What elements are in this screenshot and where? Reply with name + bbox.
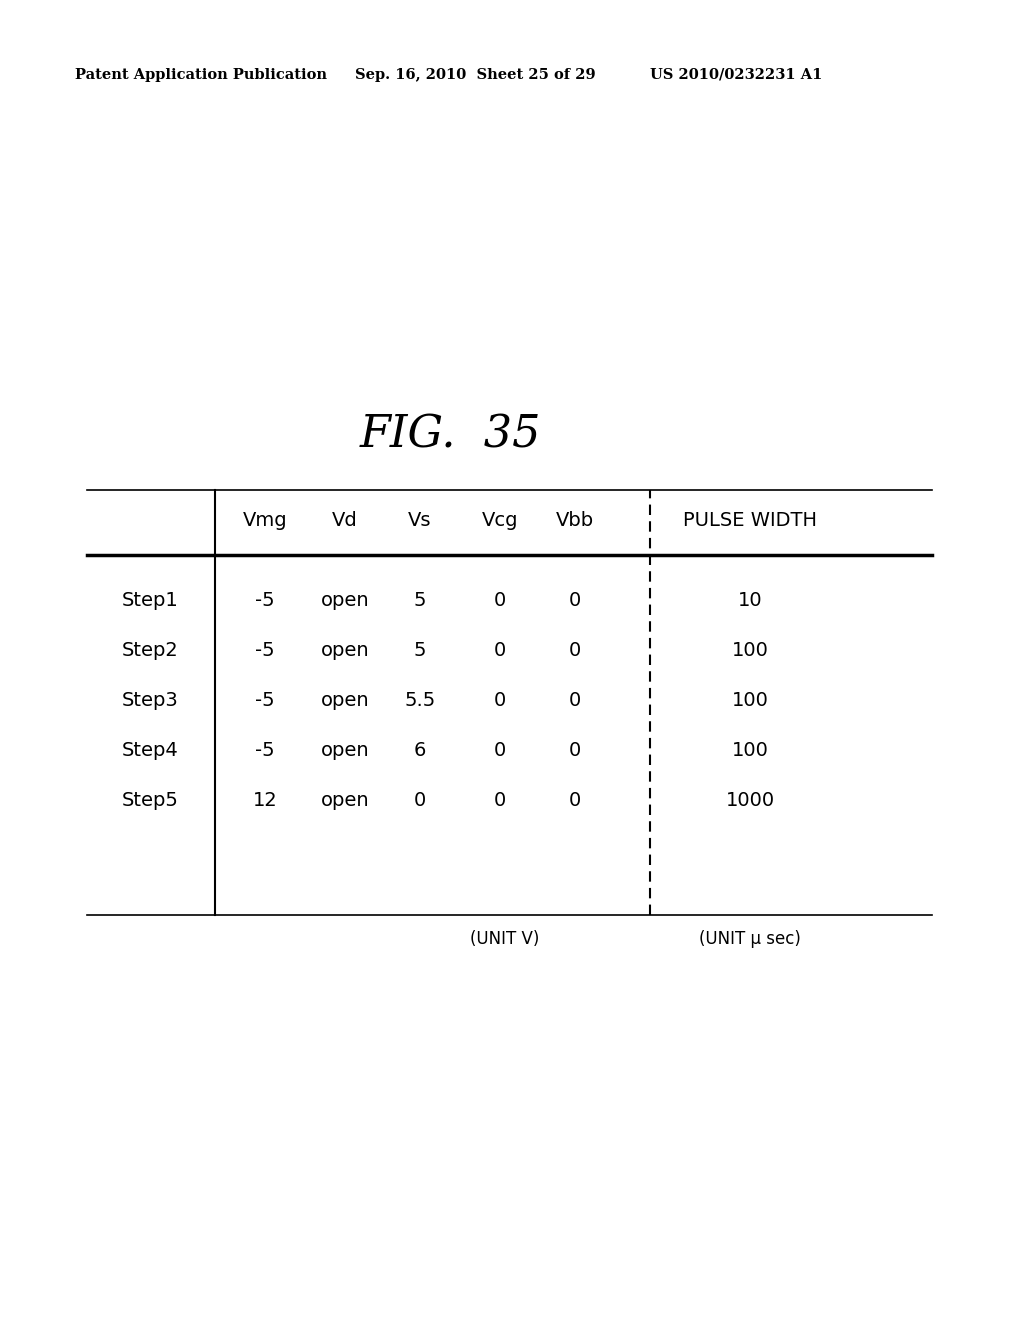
Text: Vd: Vd — [332, 511, 357, 529]
Text: PULSE WIDTH: PULSE WIDTH — [683, 511, 817, 529]
Text: Vbb: Vbb — [556, 511, 594, 529]
Text: (UNIT V): (UNIT V) — [470, 931, 540, 948]
Text: (UNIT μ sec): (UNIT μ sec) — [699, 931, 801, 948]
Text: US 2010/0232231 A1: US 2010/0232231 A1 — [650, 69, 822, 82]
Text: open: open — [321, 640, 370, 660]
Text: 12: 12 — [253, 791, 278, 809]
Text: open: open — [321, 741, 370, 759]
Text: 0: 0 — [569, 590, 582, 610]
Text: 100: 100 — [731, 640, 768, 660]
Text: 5: 5 — [414, 640, 426, 660]
Text: 0: 0 — [414, 791, 426, 809]
Text: Vcg: Vcg — [481, 511, 518, 529]
Text: Vmg: Vmg — [243, 511, 288, 529]
Text: Sep. 16, 2010  Sheet 25 of 29: Sep. 16, 2010 Sheet 25 of 29 — [355, 69, 596, 82]
Text: -5: -5 — [255, 741, 274, 759]
Text: Step3: Step3 — [122, 690, 178, 710]
Text: -5: -5 — [255, 690, 274, 710]
Text: 10: 10 — [737, 590, 762, 610]
Text: 0: 0 — [569, 741, 582, 759]
Text: 100: 100 — [731, 690, 768, 710]
Text: 0: 0 — [494, 640, 506, 660]
Text: -5: -5 — [255, 590, 274, 610]
Text: open: open — [321, 590, 370, 610]
Text: Step5: Step5 — [122, 791, 178, 809]
Text: FIG.  35: FIG. 35 — [359, 413, 541, 457]
Text: 0: 0 — [569, 690, 582, 710]
Text: 0: 0 — [494, 690, 506, 710]
Text: 0: 0 — [494, 741, 506, 759]
Text: 5.5: 5.5 — [404, 690, 435, 710]
Text: Step1: Step1 — [122, 590, 178, 610]
Text: 1000: 1000 — [725, 791, 774, 809]
Text: 5: 5 — [414, 590, 426, 610]
Text: open: open — [321, 791, 370, 809]
Text: Step2: Step2 — [122, 640, 178, 660]
Text: -5: -5 — [255, 640, 274, 660]
Text: 0: 0 — [494, 791, 506, 809]
Text: Step4: Step4 — [122, 741, 178, 759]
Text: Vs: Vs — [409, 511, 432, 529]
Text: open: open — [321, 690, 370, 710]
Text: 0: 0 — [569, 791, 582, 809]
Text: 0: 0 — [569, 640, 582, 660]
Text: 100: 100 — [731, 741, 768, 759]
Text: 6: 6 — [414, 741, 426, 759]
Text: Patent Application Publication: Patent Application Publication — [75, 69, 327, 82]
Text: 0: 0 — [494, 590, 506, 610]
